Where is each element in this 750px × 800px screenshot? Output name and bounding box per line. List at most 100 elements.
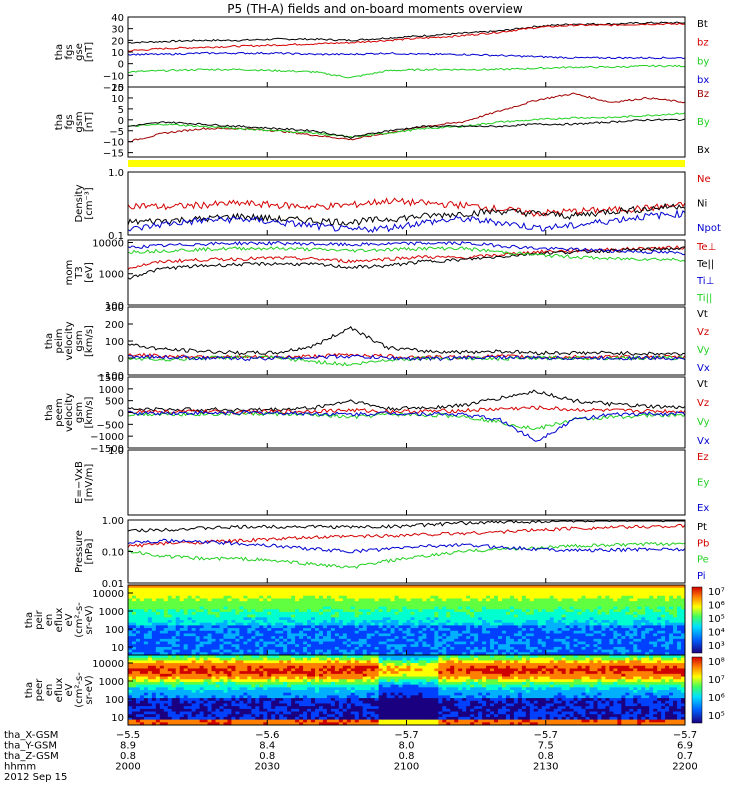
xaxis-value: 2200 (672, 762, 697, 773)
series-Ne (127, 197, 686, 218)
y-tick-label: −5 (109, 127, 124, 138)
y-axis-label: (cm²-s- (74, 672, 85, 708)
y-axis-label: [nT] (84, 42, 95, 62)
status-bar (128, 160, 685, 167)
series-Ni (127, 202, 686, 226)
y-axis-label: [km/s] (84, 325, 95, 357)
xaxis-value: −5.6 (255, 730, 279, 741)
y-tick-label: 40 (111, 13, 124, 24)
y-tick-label: 5 (118, 105, 124, 116)
series-Pe (127, 541, 686, 569)
series-Npot (127, 209, 686, 234)
xaxis-value: 2100 (394, 762, 419, 773)
y-tick-label: 1000 (99, 270, 124, 281)
xaxis-value: 0.8 (120, 751, 136, 762)
y-axis-label: peem (54, 398, 65, 426)
y-axis-label: velocity (64, 321, 75, 360)
legend-Vz: Vz (697, 327, 709, 338)
legend-by: by (697, 56, 709, 67)
xaxis-row-label: tha_Y-GSM (4, 741, 57, 752)
panel-frame (127, 306, 686, 376)
panel-density: 1.0 0.1 Ne Ni Npot Density [cm⁻³] (74, 168, 721, 242)
legend-bx: bx (697, 75, 709, 86)
legend-Vt: Vt (697, 309, 708, 320)
y-axis-label: tha (24, 682, 35, 698)
panel-frame (127, 449, 686, 516)
heatmap-cells (128, 585, 686, 656)
xaxis-value: 0.8 (399, 751, 415, 762)
panel-frame (127, 16, 686, 88)
y-tick-label: 0 (118, 409, 124, 420)
y-tick-label: 500 (105, 397, 124, 408)
panel-pressure: 1.00 0.10 0.01 Pt Pb Pe Pi Pressure [nPa] (74, 516, 709, 590)
y-axis-label: en (44, 614, 55, 627)
y-tick-label: 100 (105, 337, 124, 348)
y-tick-label: 0.10 (102, 548, 124, 559)
legend-Te||: Te|| (696, 259, 714, 270)
y-tick-label: −500 (97, 420, 124, 431)
xaxis-value: 8.9 (120, 741, 136, 752)
series-bz (127, 22, 686, 52)
y-axis-label: T3 (74, 266, 85, 279)
xaxis-value: 6.9 (677, 741, 693, 752)
colorbar-tick-label: 10³ (708, 641, 725, 652)
series-Te|| (127, 246, 686, 280)
y-tick-label: 1000 (99, 677, 124, 688)
y-tick-label: 0 (118, 116, 124, 127)
y-axis-label: tha (44, 404, 55, 420)
xaxis-value: 7.5 (538, 741, 554, 752)
xaxis-value: 0.8 (259, 751, 275, 762)
legend-Bz: Bz (697, 89, 709, 100)
panel-frame (127, 171, 686, 236)
y-axis-label: sr-eV) (84, 675, 95, 704)
y-axis-label: peir (34, 609, 45, 629)
xaxis-value: 2030 (255, 762, 280, 773)
y-tick-label: 0.1 (108, 231, 124, 242)
colorbar-tick-label: 10⁵ (708, 711, 725, 722)
y-tick-label: 10000 (92, 238, 124, 249)
figure-title: P5 (TH-A) fields and on-board moments ov… (227, 2, 523, 16)
y-axis-label: Pressure (74, 530, 85, 573)
xaxis-value: −5.7 (394, 730, 418, 741)
y-tick-label: 300 (105, 303, 124, 314)
xaxis-value: 0.7 (677, 751, 693, 762)
y-axis-label: eflux (54, 678, 65, 703)
y-tick-label: 100 (105, 695, 124, 706)
colorbar-tick-label: 10⁴ (708, 628, 725, 639)
colorbar (691, 656, 703, 724)
y-tick-label: 15 (111, 83, 124, 94)
legend-Ti||: Ti|| (696, 293, 712, 304)
legend-Vx: Vx (697, 363, 710, 374)
y-tick-label: −1000 (90, 432, 124, 443)
y-axis-label: gsm (74, 330, 85, 351)
legend-Ez: Ez (697, 452, 709, 463)
legend-bz: bz (697, 38, 709, 49)
y-tick-label: 1.0 (108, 446, 124, 457)
legend-Pb: Pb (697, 538, 709, 549)
y-tick-label: 10000 (92, 659, 124, 670)
series-Ti|| (127, 246, 686, 263)
legend-Vy: Vy (697, 417, 710, 428)
y-axis-label: sr-eV) (84, 605, 95, 634)
y-tick-label: −10 (103, 138, 124, 149)
y-tick-label: 100 (105, 301, 124, 312)
panel-peir_eflux: 10⁷ 10⁶ 10⁵ 10⁴ 10³ 10000 1000 100 10 tha peir en ef… (24, 584, 725, 656)
series-Bz (127, 92, 686, 143)
y-tick-label: 10000 (92, 589, 124, 600)
xaxis-row-label: tha_Z-GSM (4, 751, 59, 762)
y-axis-label: tha (44, 333, 55, 349)
legend-By: By (697, 117, 710, 128)
y-axis-label: E=−VxB (74, 461, 85, 504)
y-tick-label: 20 (111, 36, 124, 47)
y-tick-label: 100 (105, 625, 124, 636)
y-axis-label: [nT] (84, 112, 95, 132)
series-Bx (127, 118, 686, 139)
series-by (127, 64, 686, 79)
colorbar-tick-label: 10⁵ (708, 614, 725, 625)
legend-Ex: Ex (697, 503, 709, 514)
y-tick-label: 10 (111, 643, 124, 654)
series-By (127, 112, 686, 139)
